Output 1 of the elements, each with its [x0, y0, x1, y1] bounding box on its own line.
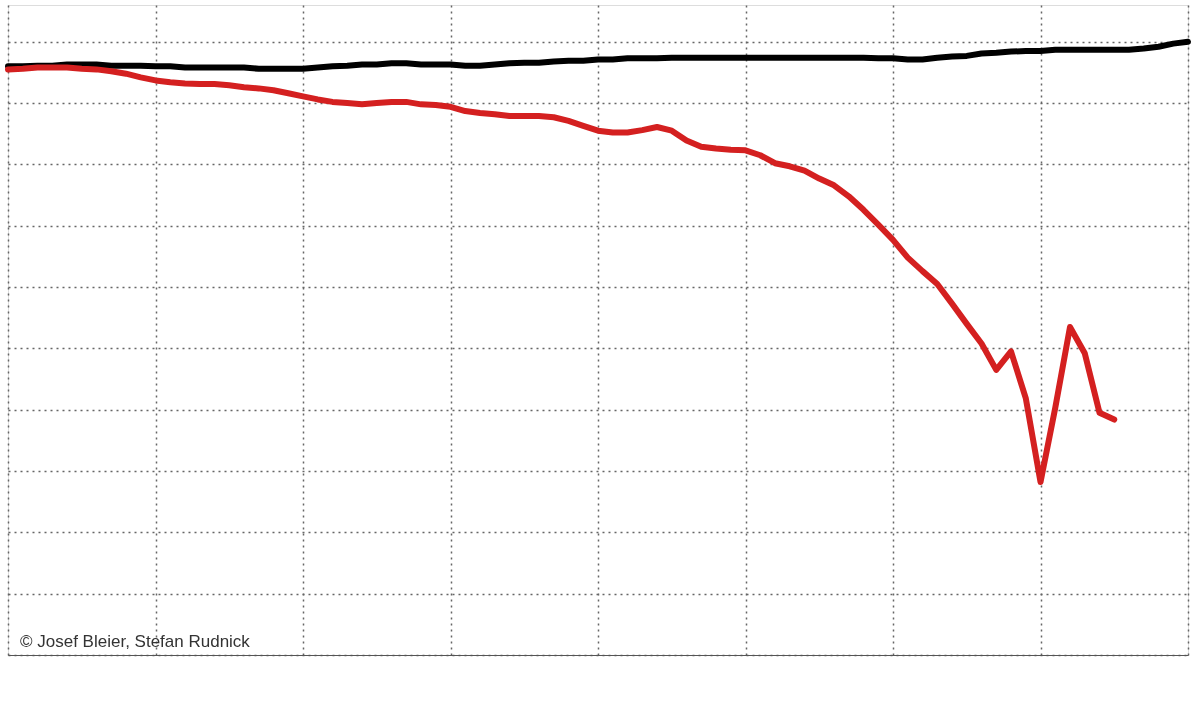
annotation: © Josef Bleier, Stefan Rudnick	[20, 632, 251, 651]
